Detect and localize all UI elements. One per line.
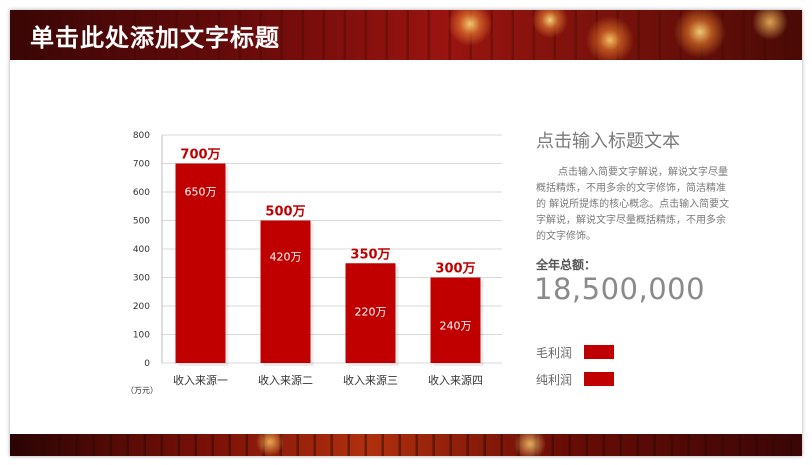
bar-value-label: 500万 (265, 205, 305, 220)
y-tick-label: 300 (133, 274, 150, 284)
legend-label: 毛利润 (536, 346, 573, 360)
slide-title[interactable]: 单击此处添加文字标题 (30, 24, 280, 52)
bar[interactable] (260, 220, 311, 364)
y-axis-ticks: 0 100 200 300 400 500 600 700 800 (133, 131, 150, 369)
y-tick-label: 100 (133, 331, 150, 341)
total-label: 全年总额： (536, 258, 597, 272)
y-tick-label: 500 (133, 217, 150, 227)
side-description[interactable]: 点击输入简要文字解说，解说文字尽量概括精炼，不用多余的文字修饰，简洁精准的 解说… (536, 167, 730, 242)
total-value: 18,500,000 (534, 272, 706, 306)
bar-inner-label: 240万 (440, 320, 472, 333)
y-tick-label: 0 (144, 359, 150, 369)
legend-label: 纯利润 (536, 373, 573, 387)
bar-inner-label: 650万 (185, 186, 217, 199)
y-tick-label: 200 (133, 302, 150, 312)
x-category-label: 收入来源二 (258, 373, 313, 387)
bar-value-label: 350万 (350, 247, 390, 262)
bar[interactable] (175, 163, 226, 364)
bar[interactable] (430, 277, 481, 364)
bar-inner-label: 420万 (270, 251, 302, 264)
x-category-label: 收入来源三 (343, 373, 398, 387)
chart-bars: 700万 650万 500万 420万 350万 220万 300万 240万 (175, 148, 484, 366)
bar-chart: 0 100 200 300 400 500 600 700 800 700万 650万 500万 42… (126, 131, 502, 395)
header-banner: 单击此处添加文字标题 (10, 10, 802, 60)
y-tick-label: 600 (133, 188, 150, 198)
x-category-label: 收入来源四 (428, 373, 483, 387)
y-tick-label: 800 (133, 131, 150, 141)
x-axis-labels: 收入来源一 收入来源二 收入来源三 收入来源四 (173, 373, 483, 387)
y-tick-label: 400 (133, 245, 150, 255)
x-category-label: 收入来源一 (173, 373, 228, 387)
legend-swatch (584, 345, 614, 359)
y-axis-unit: （万元） (126, 386, 158, 395)
side-title[interactable]: 点击输入标题文本 (536, 131, 680, 152)
y-tick-label: 700 (133, 160, 150, 170)
bar-value-label: 700万 (180, 148, 220, 163)
bar-inner-label: 220万 (355, 305, 387, 318)
bar-value-label: 300万 (435, 262, 475, 277)
legend-swatch (584, 372, 614, 386)
slide: 单击此处添加文字标题 0 100 200 300 400 500 600 700 800 700… (10, 10, 802, 456)
footer-banner (10, 434, 802, 456)
bar[interactable] (345, 263, 396, 363)
